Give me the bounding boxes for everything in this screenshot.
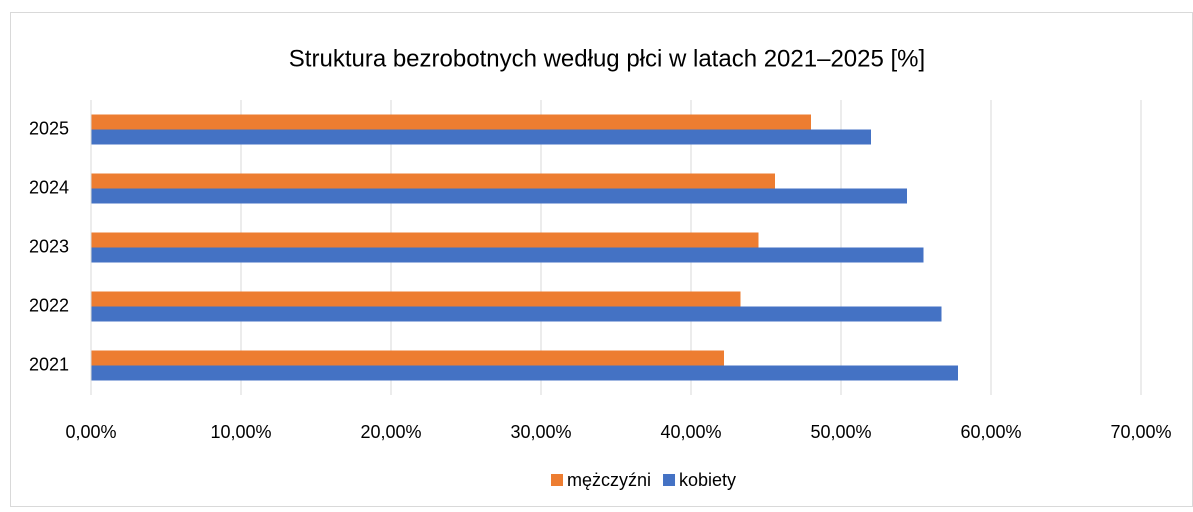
legend-swatch (551, 474, 563, 486)
bar (91, 188, 907, 204)
legend-label: kobiety (679, 470, 736, 490)
y-tick-label: 2022 (29, 295, 69, 315)
chart-title: Struktura bezrobotnych według płci w lat… (289, 45, 925, 72)
bar (91, 129, 871, 145)
bar (91, 173, 775, 189)
y-tick-label: 2021 (29, 354, 69, 374)
bar (91, 350, 724, 366)
x-tick-label: 20,00% (360, 422, 421, 442)
x-tick-label: 10,00% (210, 422, 271, 442)
y-tick-label: 2025 (29, 118, 69, 138)
x-tick-label: 70,00% (1110, 422, 1171, 442)
bar (91, 114, 811, 130)
y-tick-label: 2024 (29, 177, 69, 197)
x-tick-label: 0,00% (65, 422, 116, 442)
x-tick-label: 40,00% (660, 422, 721, 442)
x-tick-label: 50,00% (810, 422, 871, 442)
bar (91, 232, 759, 248)
legend-label: mężczyźni (567, 470, 651, 490)
bar (91, 247, 924, 263)
legend-swatch (663, 474, 676, 486)
bar (91, 365, 958, 381)
bar (91, 306, 942, 322)
x-tick-label: 60,00% (960, 422, 1021, 442)
x-tick-label: 30,00% (510, 422, 571, 442)
bar (91, 291, 741, 307)
y-tick-label: 2023 (29, 236, 69, 256)
